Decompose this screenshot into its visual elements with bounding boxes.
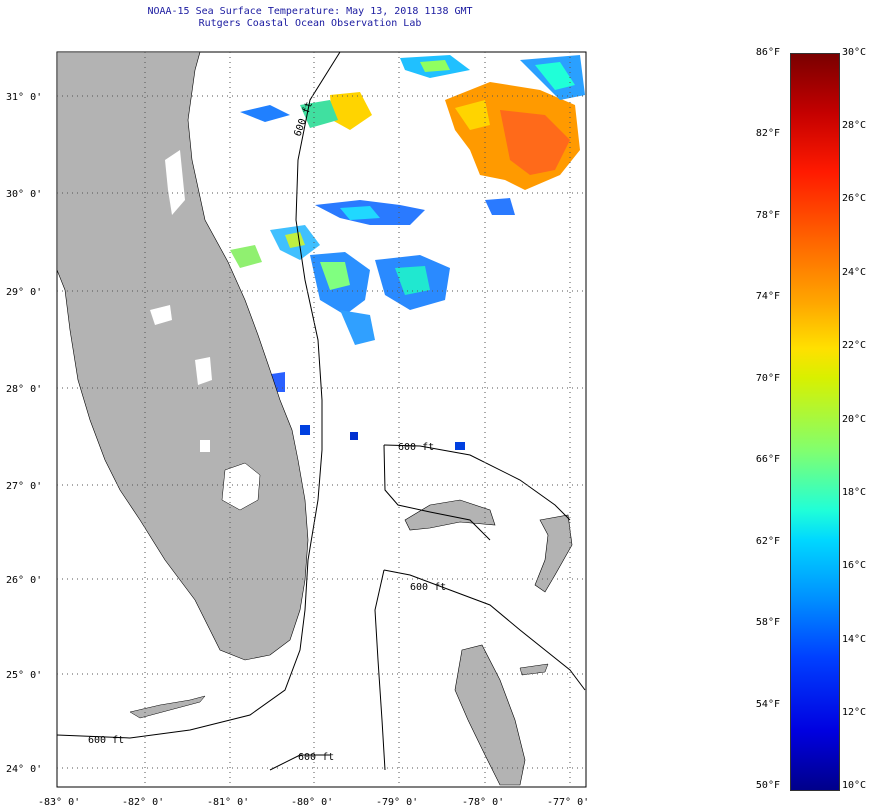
lon-label: -80° 0': [291, 797, 333, 808]
bimini-cays: [129, 695, 206, 719]
lon-label: -83° 0': [38, 797, 80, 808]
colorbar-c-label: 22°C: [842, 340, 867, 351]
inland-lake: [195, 357, 212, 385]
temperature-colorbar: [790, 53, 840, 791]
inland-lake: [200, 440, 210, 452]
map-title: NOAA-15 Sea Surface Temperature: May 13,…: [147, 6, 473, 17]
lon-label: -78° 0': [462, 797, 504, 808]
colorbar-c-label: 12°C: [842, 707, 867, 718]
lat-label: 28° 0': [6, 384, 42, 395]
colorbar-c-label: 30°C: [842, 47, 867, 58]
bathymetry-contour: [56, 51, 586, 771]
inland-lake: [165, 150, 185, 215]
colorbar-c-label: 26°C: [842, 193, 867, 204]
abaco-island: [534, 514, 573, 593]
lon-label: -79° 0': [376, 797, 418, 808]
lat-label: 27° 0': [6, 481, 42, 492]
inland-lake: [150, 305, 172, 325]
colorbar-f-label: 62°F: [755, 536, 780, 547]
florida-landmass: [56, 51, 309, 661]
contour-label-grand-bahama: 600 ft: [398, 442, 434, 453]
colorbar-c-label: 18°C: [842, 487, 867, 498]
map-subtitle: Rutgers Coastal Ocean Observation Lab: [198, 18, 422, 29]
berry-islands: [519, 663, 549, 676]
lat-label: 25° 0': [6, 670, 42, 681]
contour-label-andros: 600 ft: [410, 582, 446, 593]
lat-label: 30° 0': [6, 189, 42, 200]
lat-label: 24° 0': [6, 764, 42, 775]
colorbar-c-label: 24°C: [842, 267, 867, 278]
sst-patches: [230, 55, 585, 450]
colorbar-f-label: 86°F: [755, 47, 780, 58]
colorbar-c-label: 16°C: [842, 560, 867, 571]
contour-label-keys: 600 ft: [88, 735, 124, 746]
lat-label: 31° 0': [6, 92, 42, 103]
colorbar-c-label: 10°C: [842, 780, 867, 791]
andros-island: [454, 644, 526, 786]
colorbar-f-label: 58°F: [755, 617, 780, 628]
colorbar-f-label: 82°F: [755, 128, 780, 139]
colorbar-f-label: 74°F: [755, 291, 780, 302]
graticule: [57, 52, 586, 787]
colorbar-f-label: 54°F: [755, 699, 780, 710]
colorbar-f-label: 50°F: [755, 780, 780, 791]
lon-label: -77° 0': [547, 797, 589, 808]
colorbar-c-label: 20°C: [842, 414, 867, 425]
lat-label: 26° 0': [6, 575, 42, 586]
lon-label: -82° 0': [122, 797, 164, 808]
lat-label: 29° 0': [6, 287, 42, 298]
colorbar-c-label: 28°C: [842, 120, 867, 131]
contour-label-south: 600 ft: [298, 752, 334, 763]
colorbar-f-label: 78°F: [755, 210, 780, 221]
colorbar-f-label: 70°F: [755, 373, 780, 384]
colorbar-f-label: 66°F: [755, 454, 780, 465]
lon-label: -81° 0': [207, 797, 249, 808]
colorbar-c-label: 14°C: [842, 634, 867, 645]
lake-okeechobee: [221, 462, 261, 511]
